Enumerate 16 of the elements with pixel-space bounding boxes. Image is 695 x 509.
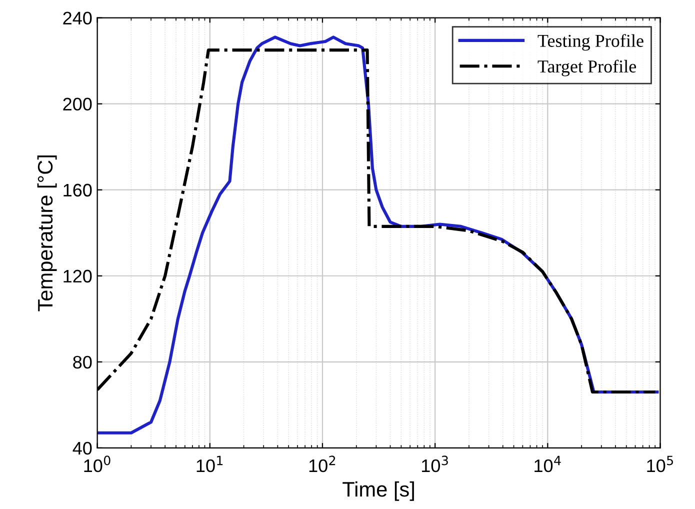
legend-label: Target Profile — [538, 60, 636, 76]
x-tick-label: 10$^{5}$ — [647, 456, 673, 472]
x-axis-title: Time [s] — [342, 481, 414, 501]
x-tick-label: 10$^{2}$ — [309, 456, 336, 472]
legend-label: Testing Profile — [538, 34, 644, 51]
y-tick-label: 160 — [64, 184, 92, 197]
y-tick-label: 200 — [63, 98, 92, 111]
y-tick-label: 80 — [73, 356, 92, 369]
x-tick-label: 10$^{1}$ — [196, 456, 223, 472]
y-tick-label: 120 — [64, 270, 92, 283]
x-tick-label: 10$^{3}$ — [422, 456, 448, 472]
x-tick-label: 10$^{0}$ — [84, 456, 110, 472]
x-tick-label: 10$^{4}$ — [534, 456, 561, 472]
y-axis-title: Temperature [°C] — [37, 156, 57, 312]
y-tick-label: 240 — [63, 12, 92, 25]
y-tick-label: 40 — [72, 442, 92, 455]
